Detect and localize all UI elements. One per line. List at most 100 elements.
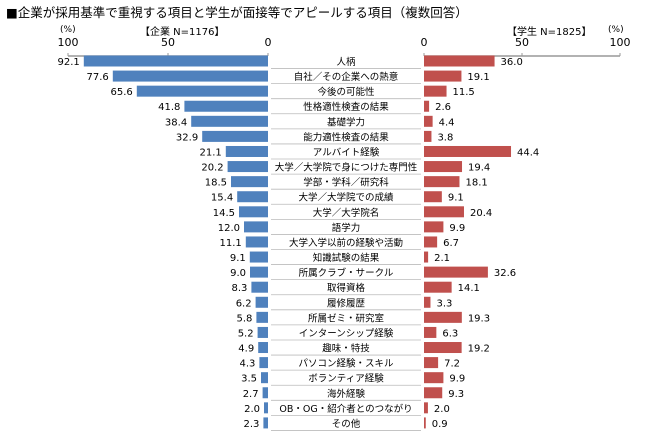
company-value-label: 2.0 — [244, 404, 260, 415]
company-value-label: 9.0 — [230, 268, 246, 279]
company-bar — [256, 311, 268, 323]
student-value-label: 14.1 — [458, 283, 480, 294]
left-axis-label: 【企業 N=1176】 — [140, 27, 225, 38]
student-bar — [424, 145, 512, 157]
chart-title: ■企業が採用基準で重視する項目と学生が面接等でアピールする項目（複数回答） — [6, 5, 468, 20]
company-bar — [136, 85, 268, 97]
category-label: 所属クラブ・サークル — [299, 267, 394, 279]
student-bar — [424, 161, 463, 173]
student-value-label: 19.2 — [468, 344, 490, 355]
student-bar — [424, 402, 428, 414]
student-value-label: 19.4 — [468, 163, 490, 174]
company-value-label: 12.0 — [218, 223, 240, 234]
student-value-label: 11.5 — [453, 87, 475, 98]
company-value-label: 15.4 — [211, 193, 233, 204]
company-value-label: 5.2 — [238, 328, 254, 339]
student-value-label: 44.4 — [517, 147, 539, 158]
left-tick-label: 0 — [265, 36, 272, 49]
category-label: 基礎学力 — [327, 116, 365, 128]
student-bar — [424, 372, 444, 384]
company-bar — [255, 296, 268, 308]
company-value-label: 8.3 — [231, 283, 247, 294]
company-bar — [191, 115, 268, 127]
company-value-label: 5.8 — [236, 313, 252, 324]
company-bar — [251, 281, 268, 293]
category-label: 知識試験の結果 — [313, 252, 380, 264]
student-value-label: 36.0 — [501, 57, 523, 68]
student-value-label: 19.1 — [467, 72, 489, 83]
company-value-label: 77.6 — [87, 72, 109, 83]
category-label: アルバイト経験 — [313, 146, 380, 158]
company-bar — [227, 161, 268, 173]
category-label: ボランティア経験 — [308, 373, 384, 385]
student-value-label: 9.3 — [448, 389, 464, 400]
category-label: 今後の可能性 — [317, 86, 375, 98]
student-value-label: 0.9 — [432, 419, 448, 430]
student-value-label: 4.4 — [439, 117, 455, 128]
company-value-label: 4.9 — [238, 344, 254, 355]
company-value-label: 20.2 — [201, 163, 223, 174]
student-bar — [424, 176, 460, 188]
company-value-label: 38.4 — [165, 117, 187, 128]
student-bar — [424, 357, 439, 369]
company-value-label: 32.9 — [176, 132, 198, 143]
category-label: 大学入学以前の経験や活動 — [289, 237, 403, 249]
category-label: 人柄 — [336, 56, 355, 68]
company-bar — [237, 191, 268, 203]
student-bar — [424, 85, 447, 97]
company-value-label: 4.3 — [239, 359, 255, 370]
company-value-label: 2.7 — [243, 389, 259, 400]
category-label: 能力適性検査の結果 — [303, 131, 389, 143]
right-tick-label: 50 — [515, 36, 529, 49]
right-axis-label: 【学生 N=1825】 — [507, 27, 592, 38]
company-bar — [83, 55, 268, 67]
student-value-label: 9.9 — [449, 223, 465, 234]
student-bar — [424, 251, 429, 263]
category-label: 性格適性検査の結果 — [303, 101, 389, 113]
company-bar — [250, 266, 268, 278]
company-value-label: 11.1 — [220, 238, 242, 249]
category-label: 語学力 — [332, 222, 361, 234]
student-bar — [424, 236, 438, 248]
category-label: 海外経験 — [327, 388, 366, 400]
company-value-label: 92.1 — [58, 57, 80, 68]
student-bar — [424, 130, 432, 142]
student-bar — [424, 417, 426, 429]
company-bar — [259, 357, 268, 369]
company-bar — [263, 417, 268, 429]
student-value-label: 9.9 — [449, 374, 465, 385]
student-value-label: 20.4 — [470, 208, 492, 219]
company-value-label: 41.8 — [158, 102, 180, 113]
company-value-label: 9.1 — [230, 253, 246, 264]
company-bar — [261, 372, 268, 384]
company-value-label: 6.2 — [236, 298, 252, 309]
category-label: パソコン経験・スキル — [298, 358, 394, 370]
left-unit-label: (%) — [60, 25, 76, 35]
right-tick-label: 100 — [610, 36, 631, 49]
student-bar — [424, 387, 443, 399]
company-bar — [184, 100, 268, 112]
student-value-label: 9.1 — [448, 193, 464, 204]
company-value-label: 18.5 — [205, 178, 227, 189]
company-bar — [264, 402, 268, 414]
company-value-label: 3.5 — [241, 374, 257, 385]
company-bar — [257, 326, 268, 338]
student-value-label: 32.6 — [494, 268, 516, 279]
student-bar — [424, 70, 462, 82]
student-value-label: 6.3 — [442, 328, 458, 339]
company-bar — [202, 130, 268, 142]
student-value-label: 2.0 — [434, 404, 450, 415]
student-value-label: 7.2 — [444, 359, 460, 370]
category-label: 履修履歴 — [327, 297, 366, 309]
category-label: インターンシップ経験 — [299, 327, 394, 339]
student-bar — [424, 115, 433, 127]
student-bar — [424, 221, 444, 233]
company-bar — [262, 387, 268, 399]
student-bar — [424, 191, 442, 203]
student-bar — [424, 55, 495, 67]
category-label: OB・OG・紹介者とのつながり — [279, 403, 412, 415]
company-bar — [239, 206, 268, 218]
student-bar — [424, 326, 437, 338]
